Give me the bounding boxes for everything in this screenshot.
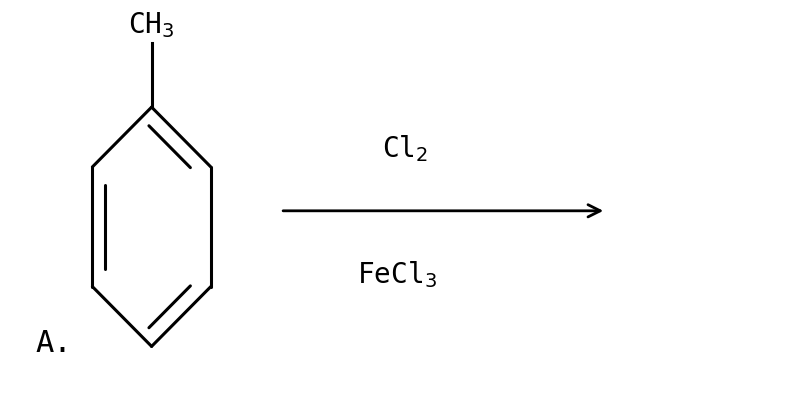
Text: FeCl$_3$: FeCl$_3$: [357, 259, 437, 290]
Text: A.: A.: [35, 328, 72, 357]
Text: CH$_3$: CH$_3$: [128, 11, 175, 40]
Text: Cl$_2$: Cl$_2$: [382, 133, 428, 164]
